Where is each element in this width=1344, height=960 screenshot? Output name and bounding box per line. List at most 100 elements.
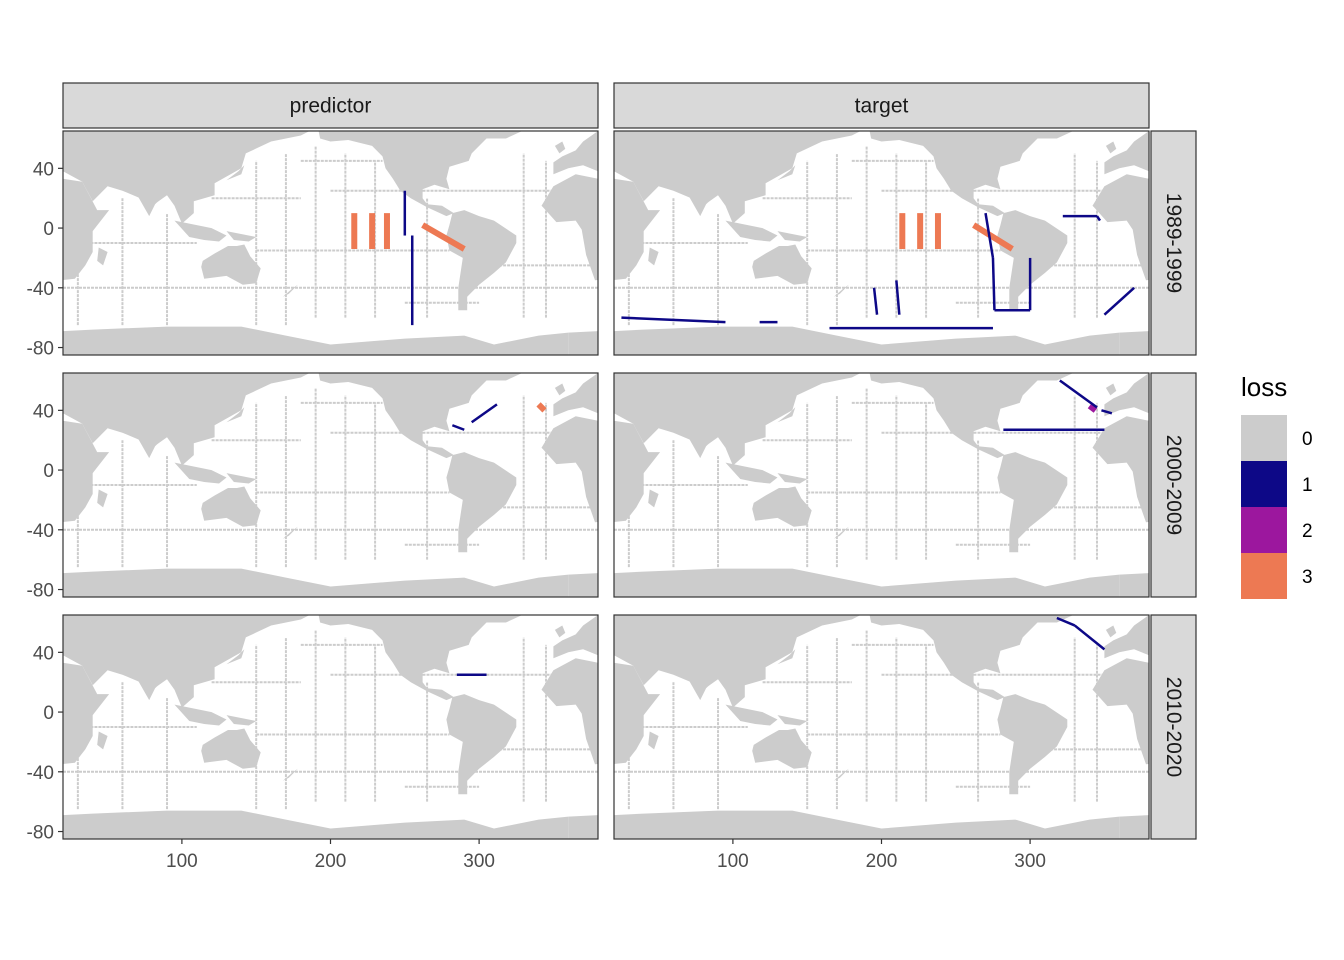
land-shape xyxy=(226,473,257,484)
land-shape xyxy=(1025,373,1074,381)
land-shape xyxy=(688,437,716,459)
track-loss-1 xyxy=(991,257,996,311)
panel-target-2000-2009 xyxy=(613,372,1331,598)
y-tick-label: -80 xyxy=(27,581,54,602)
land-shape xyxy=(1092,658,1149,765)
track-loss-1 xyxy=(1103,286,1135,316)
legend-title: loss xyxy=(1241,372,1287,402)
land-shape xyxy=(568,815,598,839)
track-loss-2 xyxy=(1087,403,1098,413)
land-shape xyxy=(201,486,261,527)
facet-panels xyxy=(0,130,1343,840)
land-shape xyxy=(137,679,165,701)
land-shape xyxy=(553,131,598,175)
land-shape xyxy=(553,615,598,659)
land-shape xyxy=(648,247,659,266)
track-loss-1 xyxy=(1056,616,1076,627)
land-shape xyxy=(474,615,523,623)
land-shape xyxy=(474,373,523,381)
track-loss-1 xyxy=(872,287,879,315)
track-loss-1 xyxy=(1101,409,1113,415)
strip-2000-2009 xyxy=(1150,372,1197,598)
legend: loss 0 1 2 3 xyxy=(1241,372,1313,599)
land-shape xyxy=(97,489,108,508)
strip-1989-1999 xyxy=(1150,130,1197,356)
panel-target-2010-2020 xyxy=(613,614,1343,840)
land-shape xyxy=(1025,615,1074,623)
land-shape xyxy=(833,526,849,539)
land-shape xyxy=(614,178,661,280)
land-shape xyxy=(282,526,298,539)
panel-border xyxy=(62,130,599,356)
land-shape xyxy=(1313,715,1343,725)
land-shape xyxy=(553,373,598,417)
land-shape xyxy=(725,220,778,242)
land-shape xyxy=(869,615,1038,701)
land-shape xyxy=(282,768,298,781)
land-shape xyxy=(1223,195,1250,216)
land-shape xyxy=(1313,165,1331,180)
land-shape xyxy=(541,658,598,765)
land-shape xyxy=(474,131,523,139)
strip-label-1989-1999: 1989-1999 xyxy=(1162,193,1185,293)
land-shape xyxy=(226,407,245,423)
land-shape xyxy=(752,728,812,769)
land-shape xyxy=(833,284,849,297)
land-shape xyxy=(63,326,569,355)
land-shape xyxy=(688,195,716,217)
land-shape xyxy=(282,284,298,297)
land-shape xyxy=(648,489,659,508)
track-loss-3 xyxy=(972,222,1014,252)
land-shape xyxy=(97,731,108,750)
land-shape xyxy=(554,141,566,154)
legend-label-1: 1 xyxy=(1302,475,1313,496)
land-shape xyxy=(1313,649,1331,664)
land-shape xyxy=(648,731,659,750)
land-shape xyxy=(568,573,598,597)
land-shape xyxy=(226,649,245,665)
land-shape xyxy=(1313,231,1343,241)
land-shape xyxy=(1104,131,1149,175)
land-shape xyxy=(869,131,1038,217)
land-shape xyxy=(318,615,487,701)
land-shape xyxy=(0,593,4,623)
land-shape xyxy=(137,437,165,459)
y-tick-label: -80 xyxy=(27,823,54,844)
land-shape xyxy=(1313,407,1331,422)
track-loss-3 xyxy=(421,222,466,252)
land-shape xyxy=(614,615,861,708)
track-loss-1 xyxy=(984,212,995,259)
land-shape xyxy=(63,810,569,839)
x-tick-label: 200 xyxy=(315,851,347,872)
strip-predictor xyxy=(62,82,599,129)
land-shape xyxy=(63,615,310,708)
panel-border xyxy=(62,372,599,598)
land-shape xyxy=(226,165,245,181)
track-loss-1 xyxy=(895,280,901,315)
track-loss-1 xyxy=(1073,624,1106,651)
strip-label-predictor: predictor xyxy=(290,95,372,118)
panel-predictor-1989-1999 xyxy=(62,130,599,356)
land-shape xyxy=(554,625,566,638)
land-shape xyxy=(174,462,227,484)
legend-key-0 xyxy=(1241,415,1287,461)
track-loss-1 xyxy=(470,403,498,424)
land-shape xyxy=(1119,573,1149,597)
land-shape xyxy=(688,679,716,701)
land-shape xyxy=(1223,679,1250,700)
land-shape xyxy=(20,626,30,638)
strip-label-target: target xyxy=(855,95,909,118)
land-shape xyxy=(226,231,257,242)
land-shape xyxy=(174,704,227,726)
land-shape xyxy=(63,662,110,764)
land-shape xyxy=(201,244,261,285)
land-shape xyxy=(1105,141,1117,154)
facet-strips: predictor target 1989-1999 2000-2009 2010-20… xyxy=(62,82,1197,840)
track-loss-1 xyxy=(451,424,465,431)
land-shape xyxy=(446,452,517,553)
panel-predictor-2000-2009 xyxy=(62,372,599,598)
panel-border xyxy=(613,130,1150,356)
land-shape xyxy=(1119,331,1149,355)
land-shape xyxy=(446,694,517,795)
land-shape xyxy=(1092,416,1149,523)
